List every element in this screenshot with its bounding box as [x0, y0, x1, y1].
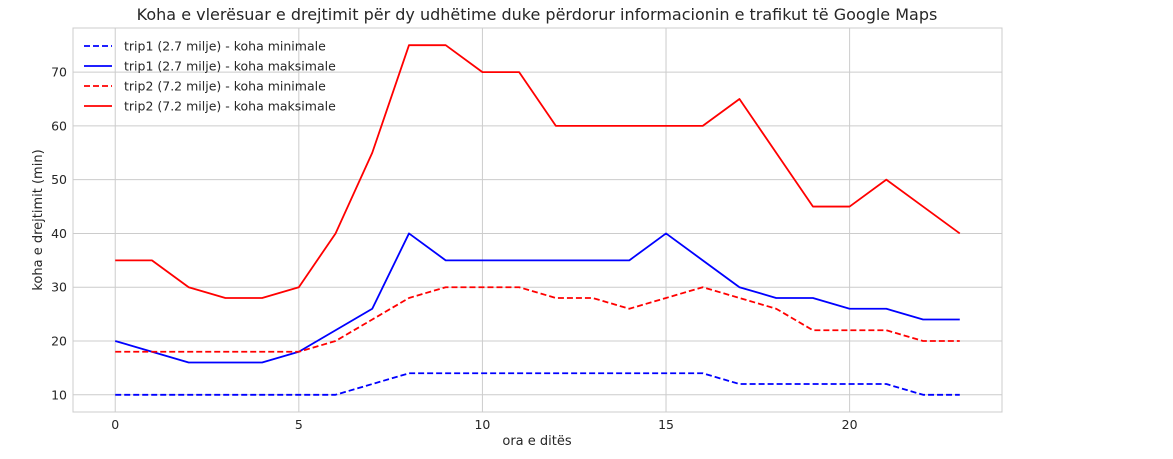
x-tick-label: 15	[658, 417, 674, 432]
x-tick-label: 5	[295, 417, 303, 432]
y-tick-label: 70	[51, 65, 67, 80]
series-line-3	[115, 286, 960, 353]
x-tick-label: 0	[111, 417, 119, 432]
x-axis-label: ora e ditës	[502, 434, 571, 449]
legend-label-4: trip2 (7.2 milje) - koha maksimale	[124, 99, 336, 114]
y-tick-label: 30	[51, 280, 67, 295]
legend: trip1 (2.7 milje) - koha minimale trip1 (…	[84, 39, 336, 114]
legend-label-3: trip2 (7.2 milje) - koha minimale	[124, 79, 326, 94]
y-tick-label: 10	[51, 387, 67, 402]
x-tick-label: 20	[842, 417, 858, 432]
tick-labels: 0 5 10 15 20 10 20 30 40 50 60 70	[51, 65, 858, 432]
legend-label-1: trip1 (2.7 milje) - koha minimale	[124, 39, 326, 54]
series-line-4	[115, 44, 961, 299]
y-axis-label: koha e drejtimit (min)	[31, 149, 46, 290]
y-tick-label: 20	[51, 334, 67, 349]
y-tick-label: 40	[51, 226, 67, 241]
y-tick-label: 50	[51, 172, 67, 187]
plot-frame	[72, 27, 1003, 413]
series-lines	[114, 44, 961, 396]
x-tick-label: 10	[474, 417, 490, 432]
chart-title: Koha e vlerësuar e drejtimit për dy udhë…	[137, 5, 938, 24]
legend-label-2: trip1 (2.7 milje) - koha maksimale	[124, 59, 336, 74]
y-tick-label: 60	[51, 118, 67, 133]
series-line-1	[115, 372, 960, 396]
series-line-2	[114, 232, 960, 364]
